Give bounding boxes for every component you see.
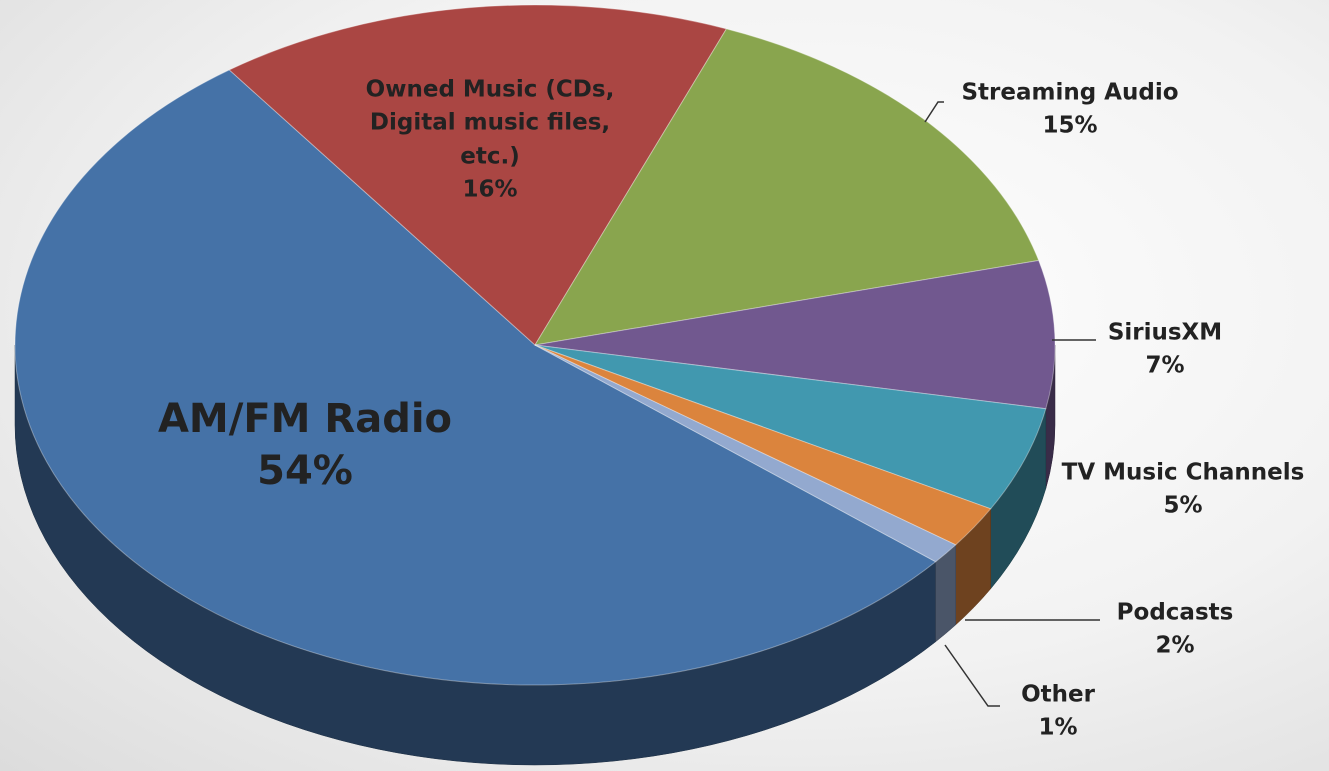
category-label: Other: [1021, 681, 1095, 708]
slice: [534, 344, 1047, 510]
data-label: Podcasts 2%: [1075, 597, 1275, 664]
slice: [14, 69, 937, 686]
value-label: 54%: [257, 448, 353, 494]
value-label: 1%: [1038, 715, 1078, 741]
category-label: Owned Music (CDs, Digital music files, e…: [365, 76, 615, 169]
value-label: 15%: [1042, 113, 1098, 139]
category-label: TV Music Channels: [1061, 459, 1305, 486]
data-label: TV Music Channels 5%: [1033, 457, 1329, 524]
leader-line: [944, 644, 1000, 707]
category-label: Podcasts: [1116, 599, 1234, 626]
data-label: AM/FM Radio 54%: [105, 393, 505, 497]
data-label: SiriusXM 7%: [1065, 317, 1265, 384]
value-label: 2%: [1155, 633, 1195, 659]
data-label: Owned Music (CDs, Digital music files, e…: [340, 73, 640, 206]
category-label: Streaming Audio: [961, 79, 1179, 106]
slice: [534, 28, 1040, 346]
category-label: AM/FM Radio: [157, 396, 453, 442]
data-label: Other 1%: [958, 679, 1158, 746]
value-label: 16%: [462, 176, 518, 203]
value-label: 7%: [1145, 353, 1185, 379]
slice: [534, 344, 957, 563]
slice: [228, 4, 728, 346]
category-label: SiriusXM: [1107, 319, 1223, 346]
leader-line: [924, 101, 944, 123]
value-label: 5%: [1163, 493, 1203, 519]
slice: [534, 259, 1056, 410]
slice: [534, 344, 992, 546]
data-label: Streaming Audio 15%: [920, 77, 1220, 144]
